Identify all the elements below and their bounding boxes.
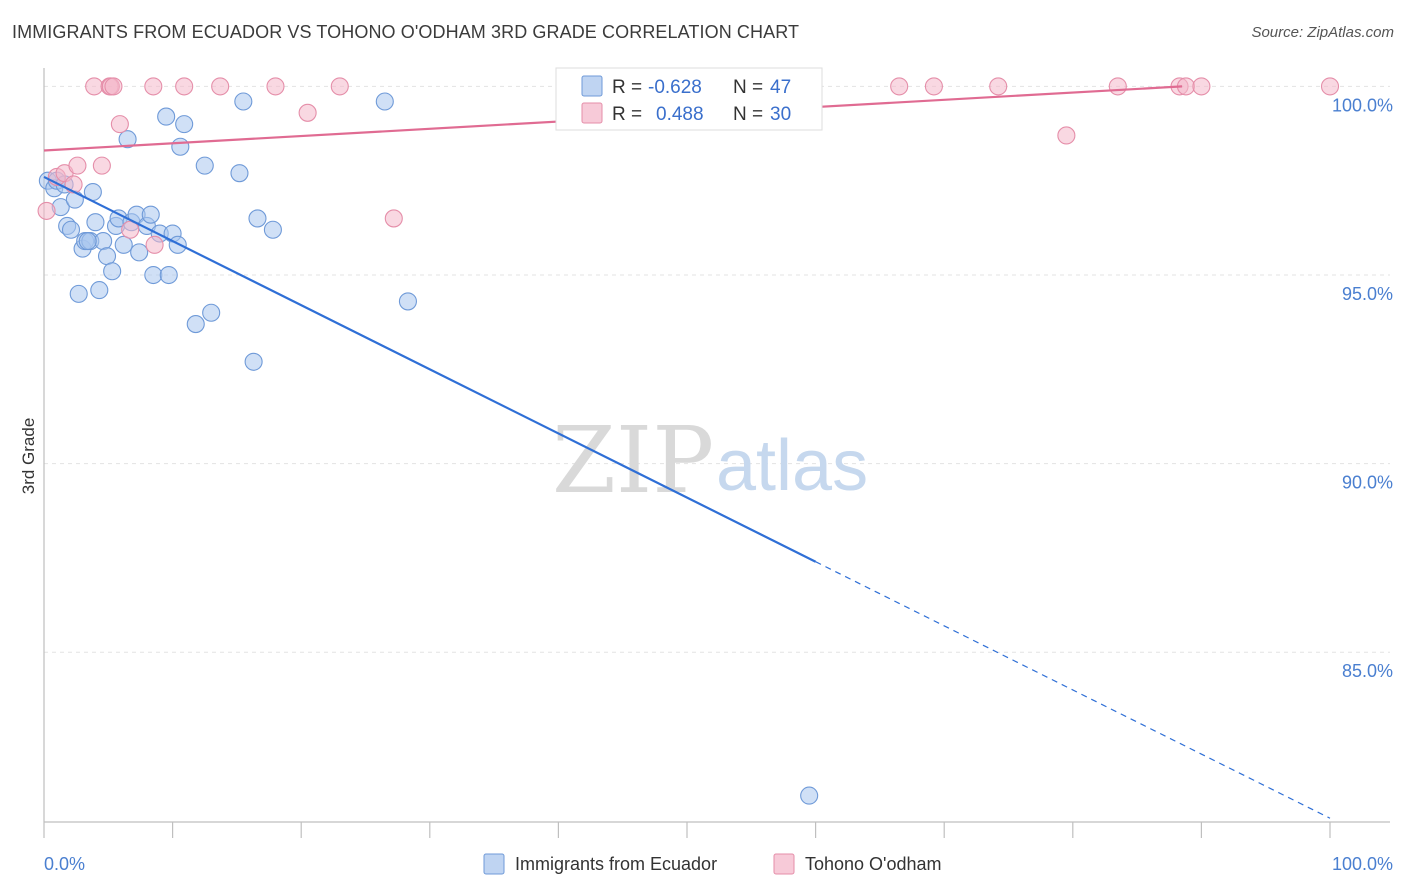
y-tick-label: 90.0%	[1342, 473, 1393, 493]
ecuador-point	[175, 115, 194, 134]
legend-r-value-ecuador: -0.628	[648, 77, 702, 98]
tohono-point	[110, 115, 129, 134]
legend-r-label-ecuador: R =	[612, 77, 642, 98]
y-tick-label: 85.0%	[1342, 661, 1393, 681]
ecuador-point	[144, 265, 163, 285]
tohono-point	[1057, 126, 1076, 145]
legend-n-value-ecuador: 47	[770, 77, 791, 98]
ecuador-point	[230, 164, 249, 183]
legend-n-label-tohono: N =	[733, 104, 763, 125]
tohono-point	[298, 103, 317, 122]
y-tick-labels: 100.0% 95.0% 90.0% 85.0%	[1332, 95, 1393, 681]
legend-swatch-tohono	[581, 102, 603, 124]
ecuador-point	[103, 262, 122, 281]
ecuador-point	[263, 220, 282, 239]
tohono-point	[144, 77, 163, 96]
legend-n-value-tohono: 30	[770, 104, 791, 125]
tohono-point	[1192, 77, 1211, 96]
tohono-point	[384, 209, 403, 228]
ecuador-point	[78, 232, 97, 251]
tohono-point	[989, 77, 1008, 96]
ecuador-point	[398, 292, 417, 311]
tohono-point	[1108, 77, 1127, 96]
ecuador-point	[157, 107, 176, 126]
axes	[43, 68, 1390, 838]
tohono-point	[211, 77, 230, 96]
ecuador-point	[800, 786, 819, 805]
tohono-point	[175, 77, 194, 96]
ecuador-point	[234, 92, 253, 111]
ecuador-trend-line	[43, 175, 817, 563]
tohono-point	[64, 175, 83, 194]
watermark-atlas: atlas	[716, 426, 868, 506]
tohono-point	[121, 220, 140, 239]
tohono-point	[1320, 77, 1340, 96]
tohono-point	[266, 77, 285, 96]
tohono-point	[890, 77, 909, 96]
bottom-legend-label-ecuador: Immigrants from Ecuador	[515, 854, 717, 874]
y-tick-label: 100.0%	[1332, 95, 1393, 115]
x-tick-label-min: 0.0%	[44, 854, 85, 874]
ecuador-trend-extension	[815, 561, 1331, 819]
ecuador-point	[202, 303, 221, 322]
ecuador-point	[141, 205, 160, 224]
tohono-point	[924, 77, 943, 96]
inset-legend: R = -0.628 N = 47 R = 0.488 N = 30	[555, 67, 823, 131]
ecuador-point	[114, 235, 133, 254]
ecuador-point	[375, 92, 394, 111]
bottom-legend-swatch-ecuador	[483, 853, 505, 875]
ecuador-point	[86, 213, 105, 232]
ecuador-point	[248, 209, 267, 228]
tohono-point	[145, 235, 164, 254]
tohono-point	[85, 77, 104, 96]
legend-r-label-tohono: R =	[612, 104, 642, 125]
ecuador-point	[65, 190, 84, 209]
watermark-zip: ZIP	[552, 407, 714, 514]
watermark: ZIP atlas	[552, 407, 868, 514]
x-tick-label-max: 100.0%	[1332, 854, 1393, 874]
y-tick-label: 95.0%	[1342, 284, 1393, 304]
source-credit: Source: ZipAtlas.com	[1251, 24, 1394, 41]
tohono-point	[92, 156, 111, 175]
tohono-point	[37, 201, 56, 220]
ecuador-point	[69, 284, 88, 303]
ecuador-point	[90, 281, 109, 300]
bottom-legend-label-tohono: Tohono O'odham	[805, 854, 942, 874]
legend-r-value-tohono: 0.488	[656, 104, 704, 125]
legend-swatch-ecuador	[581, 75, 603, 97]
ecuador-point	[130, 243, 149, 262]
tohono-point	[104, 77, 123, 96]
y-axis-title: 3rd Grade	[19, 418, 38, 495]
ecuador-point	[94, 232, 113, 251]
bottom-legend: Immigrants from Ecuador Tohono O'odham	[483, 853, 942, 875]
chart-title: IMMIGRANTS FROM ECUADOR VS TOHONO O'ODHA…	[12, 22, 800, 42]
ecuador-point	[61, 220, 81, 239]
tohono-point	[68, 156, 87, 175]
ecuador-point	[186, 315, 205, 334]
legend-n-label-ecuador: N =	[733, 77, 763, 98]
ecuador-point	[171, 137, 190, 156]
bottom-legend-swatch-tohono	[773, 853, 795, 875]
ecuador-point	[159, 265, 178, 285]
ecuador-point	[97, 247, 117, 266]
ecuador-point	[195, 156, 214, 175]
tohono-point	[330, 77, 349, 96]
ecuador-point	[244, 352, 263, 371]
ecuador-point	[118, 130, 137, 149]
